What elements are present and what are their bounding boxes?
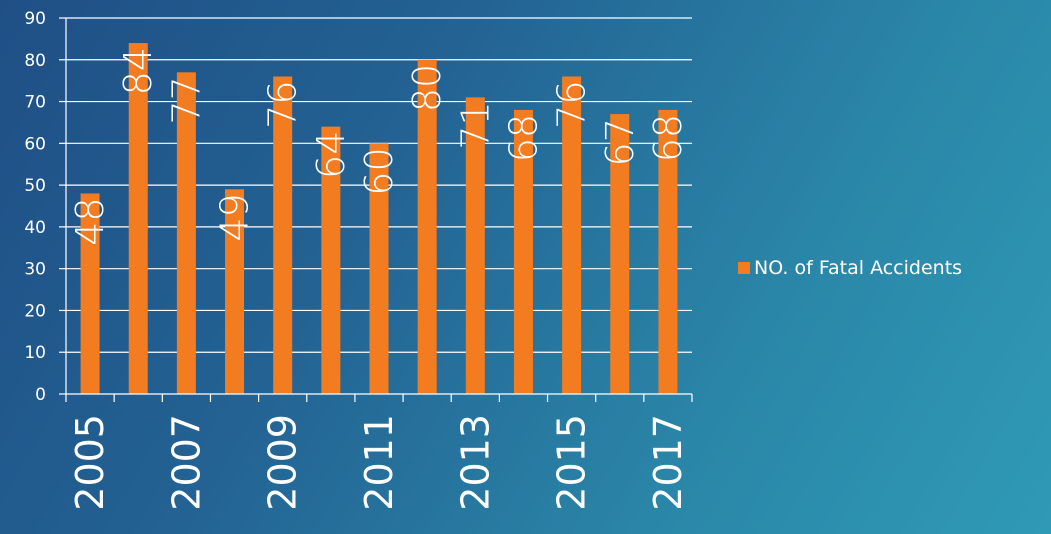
data-label: 48 [68, 197, 112, 245]
y-tick-label: 90 [24, 9, 46, 29]
bar-2014 [513, 109, 533, 395]
y-tick-label: 10 [24, 343, 46, 363]
y-tick-label: 0 [35, 385, 46, 405]
data-label: 80 [405, 64, 449, 112]
legend-label: NO. of Fatal Accidents [754, 257, 963, 279]
x-tick-label: 2017 [646, 414, 690, 511]
data-label: 67 [598, 118, 642, 166]
data-label: 68 [646, 114, 690, 162]
y-tick-label: 20 [24, 301, 46, 321]
data-label: 68 [501, 114, 545, 162]
axes [59, 17, 693, 402]
x-tick-label: 2007 [164, 414, 208, 511]
x-tick-label: 2011 [357, 414, 401, 511]
bar-2016 [610, 114, 630, 394]
bar-2015 [562, 76, 582, 394]
x-tick-labels: 2005 2007 2009 2011 2013 2015 2017 [68, 414, 690, 511]
bar-2009 [273, 76, 293, 394]
x-tick-label: 2009 [261, 414, 305, 511]
bar-2011 [369, 143, 389, 394]
data-label: 77 [164, 76, 208, 124]
bar-2013 [465, 97, 485, 394]
y-tick-label: 40 [24, 218, 46, 238]
bar-2008 [225, 189, 245, 394]
x-tick-label: 2005 [68, 414, 112, 511]
legend-swatch [738, 262, 750, 274]
x-tick-label: 2015 [550, 414, 594, 511]
bar-2010 [321, 126, 341, 394]
data-label: 49 [213, 193, 257, 241]
y-tick-labels: 0 10 20 30 40 50 60 70 80 90 [24, 9, 46, 405]
data-label: 64 [309, 131, 353, 179]
y-tick-label: 50 [24, 176, 46, 196]
data-label: 76 [550, 80, 594, 128]
data-label: 84 [116, 47, 160, 95]
bar-2005 [80, 193, 100, 394]
legend: NO. of Fatal Accidents [738, 257, 962, 279]
bars [80, 43, 678, 395]
data-label: 76 [261, 80, 305, 128]
bar-2012 [417, 59, 437, 395]
data-label: 71 [453, 101, 497, 149]
y-tick-label: 30 [24, 260, 46, 280]
bar-2006 [128, 43, 148, 395]
y-tick-label: 80 [24, 51, 46, 71]
y-tick-label: 60 [24, 134, 46, 154]
data-label: 60 [357, 147, 401, 195]
y-tick-label: 70 [24, 93, 46, 113]
bar-2007 [176, 72, 196, 395]
x-tick-label: 2013 [453, 414, 497, 511]
bar-2017 [658, 109, 678, 395]
